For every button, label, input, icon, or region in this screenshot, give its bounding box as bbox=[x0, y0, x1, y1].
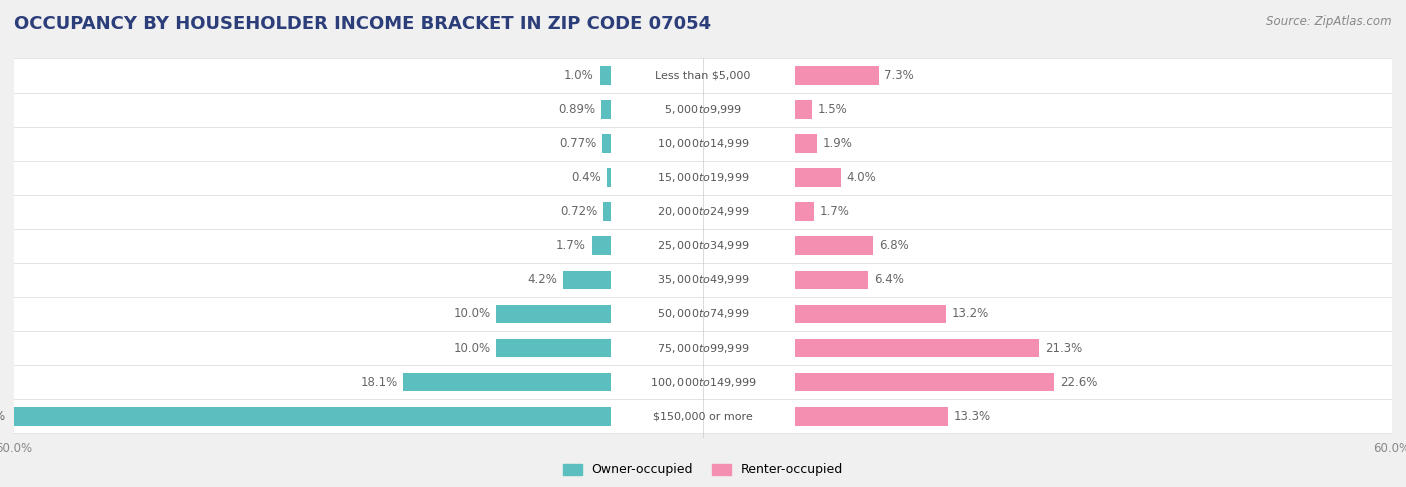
Legend: Owner-occupied, Renter-occupied: Owner-occupied, Renter-occupied bbox=[558, 458, 848, 482]
Text: OCCUPANCY BY HOUSEHOLDER INCOME BRACKET IN ZIP CODE 07054: OCCUPANCY BY HOUSEHOLDER INCOME BRACKET … bbox=[14, 15, 711, 33]
Bar bbox=[794, 338, 1039, 357]
Bar bbox=[562, 270, 612, 289]
Bar bbox=[11, 407, 612, 426]
Bar bbox=[794, 237, 873, 255]
Text: $75,000 to $99,999: $75,000 to $99,999 bbox=[657, 341, 749, 355]
Text: 1.9%: 1.9% bbox=[823, 137, 852, 150]
Bar bbox=[794, 270, 869, 289]
Text: 0.89%: 0.89% bbox=[558, 103, 595, 116]
Bar bbox=[602, 134, 612, 153]
Bar bbox=[496, 304, 612, 323]
Text: $150,000 or more: $150,000 or more bbox=[654, 411, 752, 421]
FancyBboxPatch shape bbox=[0, 93, 1406, 127]
Text: 6.4%: 6.4% bbox=[875, 273, 904, 286]
Text: Source: ZipAtlas.com: Source: ZipAtlas.com bbox=[1267, 15, 1392, 28]
Text: Less than $5,000: Less than $5,000 bbox=[655, 71, 751, 80]
Bar bbox=[794, 203, 814, 221]
Text: 52.3%: 52.3% bbox=[0, 410, 4, 423]
Text: 6.8%: 6.8% bbox=[879, 239, 908, 252]
Bar bbox=[404, 373, 612, 392]
Text: 13.2%: 13.2% bbox=[952, 307, 990, 320]
FancyBboxPatch shape bbox=[0, 365, 1406, 399]
Bar bbox=[606, 169, 612, 187]
Text: 4.0%: 4.0% bbox=[846, 171, 876, 184]
Bar bbox=[794, 407, 948, 426]
Text: 10.0%: 10.0% bbox=[454, 341, 491, 355]
Bar bbox=[794, 373, 1054, 392]
Text: 1.5%: 1.5% bbox=[818, 103, 848, 116]
FancyBboxPatch shape bbox=[0, 331, 1406, 365]
FancyBboxPatch shape bbox=[0, 399, 1406, 433]
Text: 10.0%: 10.0% bbox=[454, 307, 491, 320]
Text: 0.4%: 0.4% bbox=[571, 171, 600, 184]
Text: 4.2%: 4.2% bbox=[527, 273, 557, 286]
Bar bbox=[794, 304, 946, 323]
Text: $100,000 to $149,999: $100,000 to $149,999 bbox=[650, 375, 756, 389]
Bar bbox=[603, 203, 612, 221]
Text: 1.7%: 1.7% bbox=[555, 239, 586, 252]
Text: $25,000 to $34,999: $25,000 to $34,999 bbox=[657, 239, 749, 252]
Text: 0.77%: 0.77% bbox=[560, 137, 596, 150]
Text: $35,000 to $49,999: $35,000 to $49,999 bbox=[657, 273, 749, 286]
Text: $50,000 to $74,999: $50,000 to $74,999 bbox=[657, 307, 749, 320]
Bar bbox=[592, 237, 612, 255]
Text: 7.3%: 7.3% bbox=[884, 69, 914, 82]
Bar bbox=[600, 100, 612, 119]
Text: $10,000 to $14,999: $10,000 to $14,999 bbox=[657, 137, 749, 150]
FancyBboxPatch shape bbox=[0, 297, 1406, 331]
Bar bbox=[794, 169, 841, 187]
Text: $5,000 to $9,999: $5,000 to $9,999 bbox=[664, 103, 742, 116]
Text: 1.7%: 1.7% bbox=[820, 205, 851, 218]
Text: 13.3%: 13.3% bbox=[953, 410, 990, 423]
FancyBboxPatch shape bbox=[0, 161, 1406, 195]
Text: 18.1%: 18.1% bbox=[360, 375, 398, 389]
Text: $20,000 to $24,999: $20,000 to $24,999 bbox=[657, 205, 749, 218]
FancyBboxPatch shape bbox=[0, 58, 1406, 93]
Text: 22.6%: 22.6% bbox=[1060, 375, 1098, 389]
Text: 21.3%: 21.3% bbox=[1045, 341, 1083, 355]
Bar bbox=[496, 338, 612, 357]
Text: $15,000 to $19,999: $15,000 to $19,999 bbox=[657, 171, 749, 184]
FancyBboxPatch shape bbox=[0, 195, 1406, 229]
Bar bbox=[794, 134, 817, 153]
FancyBboxPatch shape bbox=[0, 229, 1406, 263]
Bar bbox=[599, 66, 612, 85]
Text: 0.72%: 0.72% bbox=[560, 205, 598, 218]
FancyBboxPatch shape bbox=[0, 127, 1406, 161]
Text: 1.0%: 1.0% bbox=[564, 69, 593, 82]
Bar bbox=[794, 100, 813, 119]
FancyBboxPatch shape bbox=[0, 263, 1406, 297]
Bar bbox=[794, 66, 879, 85]
